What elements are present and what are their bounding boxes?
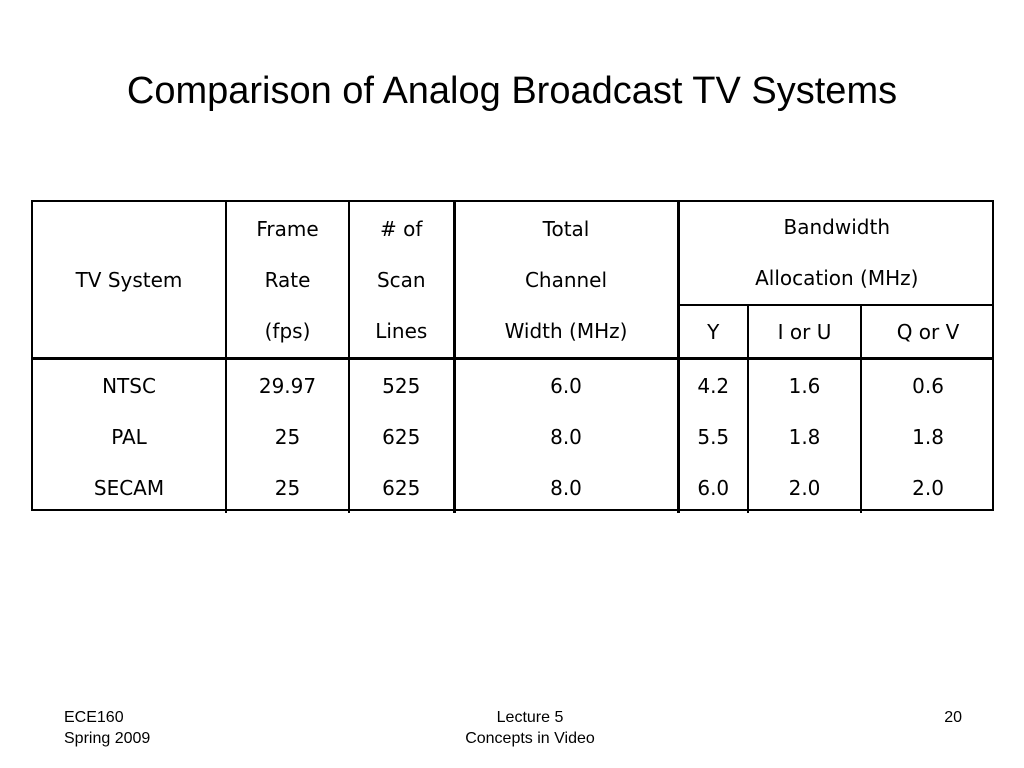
cell-i-or-u: 2.0: [748, 462, 862, 513]
header-q-or-v: Q or V: [861, 305, 995, 360]
tv-systems-table: TV System Frame Rate (fps) # of Scan Lin…: [31, 200, 995, 513]
cell-q-or-v: 1.8: [912, 424, 944, 449]
comparison-table: TV System Frame Rate (fps) # of Scan Lin…: [33, 202, 995, 513]
header-scan-lines-line1: # of: [380, 216, 423, 241]
page-number: 20: [944, 709, 962, 726]
footer-lecture-topic: Concepts in Video: [465, 730, 595, 747]
header-channel-width-line2: Channel: [524, 267, 608, 292]
cell-channel-width: 8.0: [454, 462, 680, 513]
footer-lecture: Lecture 5 Concepts in Video: [430, 707, 630, 749]
header-channel-width-line3: Width (MHz): [504, 318, 628, 343]
header-tv-system: TV System: [33, 202, 227, 360]
cell-frame-rate: 29.97: [226, 358, 350, 411]
cell-q-or-v: 0.6: [912, 373, 944, 398]
cell-q-or-v: 2.0: [912, 475, 944, 500]
cell-frame-rate: 25: [226, 462, 350, 513]
cell-y: 4.2: [678, 358, 749, 411]
header-frame-rate-line1: Frame: [256, 216, 319, 241]
table-row: PAL 25 625 8.0 5.5 1.8 1.8: [33, 411, 994, 462]
header-i-or-u: I or U: [748, 305, 862, 360]
cell-system: SECAM: [33, 462, 227, 513]
header-bandwidth-line1: Bandwidth: [783, 215, 890, 239]
cell-frame-rate: 25: [226, 411, 350, 462]
header-channel-width-line1: Total: [542, 216, 590, 241]
cell-scan-lines: 625: [349, 462, 456, 513]
cell-y: 5.5: [678, 411, 749, 462]
footer-lecture-number: Lecture 5: [496, 709, 564, 726]
cell-channel-width: 8.0: [454, 411, 680, 462]
table-row: SECAM 25 625 8.0 6.0 2.0 2.0: [33, 462, 994, 513]
header-frame-rate-line2: Rate: [264, 267, 311, 292]
footer-course-name: ECE160: [64, 709, 124, 726]
header-frame-rate: Frame Rate (fps): [226, 202, 350, 360]
footer-course: ECE160 Spring 2009: [64, 707, 150, 749]
header-scan-lines: # of Scan Lines: [349, 202, 456, 360]
cell-i-or-u: 1.6: [748, 358, 862, 411]
cell-i-or-u: 1.8: [748, 411, 862, 462]
header-channel-width: Total Channel Width (MHz): [454, 202, 680, 360]
cell-scan-lines: 525: [349, 358, 456, 411]
header-scan-lines-line2: Scan: [376, 267, 426, 292]
cell-system: PAL: [33, 411, 227, 462]
header-bandwidth-line2: Allocation (MHz): [678, 253, 995, 306]
cell-channel-width: 6.0: [454, 358, 680, 411]
header-frame-rate-line3: (fps): [264, 318, 311, 343]
slide-title: Comparison of Analog Broadcast TV System…: [126, 70, 898, 112]
cell-scan-lines: 625: [349, 411, 456, 462]
cell-system: NTSC: [33, 358, 227, 411]
cell-y: 6.0: [678, 462, 749, 513]
footer-term: Spring 2009: [64, 730, 151, 747]
table-row: NTSC 29.97 525 6.0 4.2 1.6 0.6: [33, 358, 994, 411]
header-y: Y: [678, 305, 749, 360]
header-scan-lines-line3: Lines: [375, 318, 428, 343]
